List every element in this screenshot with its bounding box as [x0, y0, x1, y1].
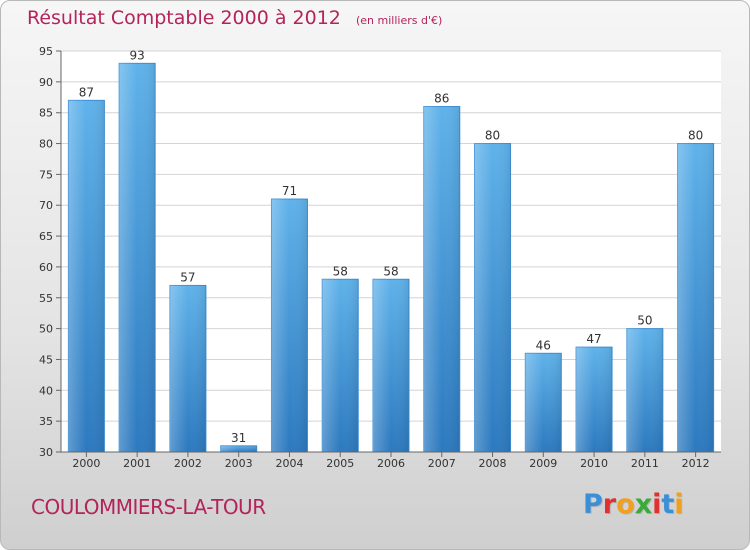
x-tick-label: 2006 — [377, 457, 405, 470]
y-tick-label: 75 — [39, 168, 53, 181]
x-tick-label: 2010 — [580, 457, 608, 470]
value-label: 46 — [536, 338, 551, 352]
logo-letter: o — [616, 489, 635, 520]
y-tick-label: 95 — [39, 45, 53, 58]
value-label: 50 — [637, 314, 652, 328]
y-tick-label: 45 — [39, 353, 53, 366]
x-tick-label: 2008 — [479, 457, 507, 470]
bar-shine — [576, 347, 613, 452]
value-label: 58 — [333, 264, 348, 278]
x-tick-label: 2007 — [428, 457, 456, 470]
y-tick-label: 35 — [39, 415, 53, 428]
y-tick-label: 50 — [39, 323, 53, 336]
logo-letter: i — [652, 489, 662, 520]
x-tick-label: 2002 — [174, 457, 202, 470]
title-row: Résultat Comptable 2000 à 2012 (en milli… — [27, 7, 442, 29]
axes: 30 35 40 45 50 55 60 65 70 75 80 85 90 95 2000 2001 2002… — [39, 45, 721, 470]
bar-shine — [474, 143, 511, 453]
value-label: 57 — [180, 270, 195, 284]
value-label: 80 — [485, 129, 500, 143]
logo-letter: x — [634, 489, 653, 520]
proxiti-logo: Proxiti — [583, 489, 684, 520]
logo-letter: r — [602, 489, 617, 520]
value-label: 86 — [434, 92, 449, 106]
x-tick-label: 2009 — [529, 457, 557, 470]
y-tick-label: 30 — [39, 446, 53, 459]
x-tick-label: 2004 — [275, 457, 303, 470]
value-label: 87 — [79, 85, 94, 99]
value-label: 47 — [586, 332, 601, 346]
y-tick-label: 90 — [39, 76, 53, 89]
logo-letter: P — [583, 489, 603, 520]
chart-title: Résultat Comptable 2000 à 2012 — [27, 7, 341, 29]
value-label: 93 — [130, 48, 145, 62]
value-label: 71 — [282, 184, 297, 198]
y-tick-label: 85 — [39, 107, 53, 120]
bar-shine — [373, 279, 409, 452]
x-tick-label: 2003 — [225, 457, 253, 470]
bar-shine — [119, 63, 156, 452]
value-label: 58 — [383, 264, 398, 278]
y-tick-label: 70 — [39, 199, 53, 212]
x-tick-label: 2011 — [631, 457, 659, 470]
y-tick-label: 65 — [39, 230, 53, 243]
bar-shine — [220, 445, 257, 452]
x-tick-label: 2000 — [72, 457, 100, 470]
y-tick-label: 80 — [39, 138, 53, 151]
logo-letter: i — [674, 489, 684, 520]
bar-shine — [626, 328, 663, 452]
bar-shine — [271, 199, 308, 452]
x-tick-label: 2012 — [682, 457, 710, 470]
bar-shine — [322, 279, 359, 452]
x-tick-label: 2001 — [123, 457, 151, 470]
bar-shine — [68, 100, 105, 452]
commune-name: COULOMMIERS-LA-TOUR — [31, 495, 266, 519]
bar-shine — [169, 285, 206, 452]
logo-letter: t — [661, 489, 675, 520]
y-tick-label: 40 — [39, 384, 53, 397]
bars — [67, 62, 715, 453]
data-labels: 87 93 57 31 71 58 58 86 80 46 47 50 80 — [79, 48, 704, 444]
y-tick-label: 55 — [39, 292, 53, 305]
chart-subtitle: (en milliers d'€) — [355, 14, 443, 27]
bar-shine — [677, 143, 714, 453]
value-label: 80 — [688, 129, 703, 143]
bar-shine — [423, 106, 460, 453]
x-tick-label: 2005 — [326, 457, 354, 470]
value-label: 31 — [231, 431, 246, 445]
y-tick-label: 60 — [39, 261, 53, 274]
bar-shine — [525, 353, 562, 452]
